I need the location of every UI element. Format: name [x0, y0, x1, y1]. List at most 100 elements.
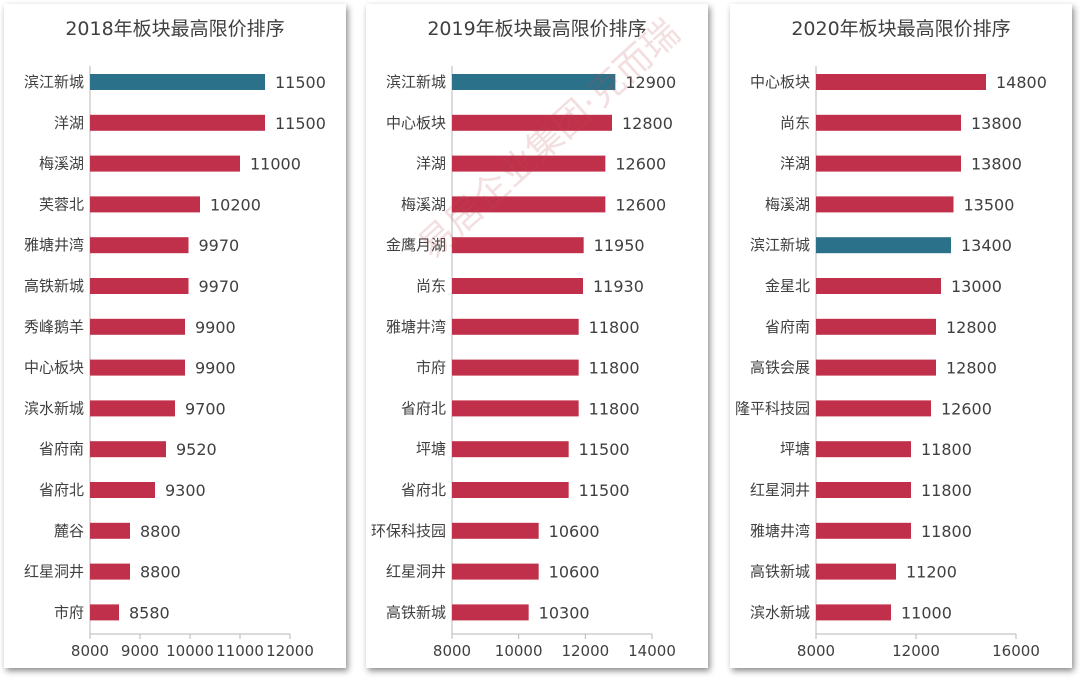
category-label: 雅塘井湾	[386, 318, 446, 336]
x-tick-label: 12000	[892, 642, 940, 660]
category-label: 省府北	[401, 399, 446, 417]
data-label: 11800	[921, 522, 972, 541]
chart-title: 2018年板块最高限价排序	[65, 18, 284, 40]
data-label: 10300	[539, 603, 590, 622]
data-label: 14800	[996, 73, 1047, 92]
data-label: 11500	[579, 481, 630, 500]
bar	[452, 278, 583, 294]
data-label: 9520	[176, 440, 217, 459]
bar	[90, 318, 185, 335]
data-label: 12800	[946, 359, 997, 378]
category-label: 隆平科技园	[735, 399, 810, 417]
bar	[816, 522, 911, 539]
data-label: 8580	[129, 603, 170, 622]
category-label: 金鹰月湖	[386, 236, 446, 254]
bar	[816, 74, 986, 90]
data-label: 12800	[622, 114, 673, 133]
data-label: 13400	[961, 236, 1012, 255]
data-label: 13000	[951, 277, 1002, 296]
x-tick-label: 10000	[166, 642, 214, 660]
category-label: 市府	[54, 603, 84, 621]
data-label: 13800	[971, 155, 1022, 174]
bar	[452, 482, 569, 498]
bar	[452, 196, 606, 213]
bar	[452, 441, 569, 458]
category-label: 滨江新城	[386, 73, 446, 91]
bar	[90, 522, 130, 539]
bar	[452, 563, 539, 580]
category-label: 洋湖	[416, 155, 446, 173]
bar	[816, 155, 961, 172]
category-label: 滨水新城	[24, 399, 84, 417]
data-label: 11800	[921, 440, 972, 459]
category-label: 红星洞井	[386, 563, 446, 581]
category-label: 中心板块	[24, 359, 84, 377]
chart-panel-2020: 2020年板块最高限价排序 中心板块 14800 尚东 13800 洋湖 13800 梅溪湖 1…	[730, 4, 1072, 668]
chart-title: 2019年板块最高限价排序	[427, 18, 646, 40]
bar	[90, 563, 130, 580]
bar	[90, 482, 155, 498]
bar	[90, 441, 166, 458]
category-label: 雅塘井湾	[24, 236, 84, 254]
bar	[452, 114, 612, 131]
bar	[816, 114, 961, 131]
category-label: 红星洞井	[24, 563, 84, 581]
x-tick-label: 12000	[266, 642, 314, 660]
category-label: 尚东	[416, 277, 446, 295]
bar	[816, 563, 896, 580]
category-label: 尚东	[780, 114, 810, 132]
category-label: 省府南	[39, 440, 84, 458]
x-tick-label: 14000	[628, 642, 676, 660]
bar	[816, 441, 911, 458]
bar	[816, 318, 936, 335]
category-label: 中心板块	[750, 73, 810, 91]
bar	[816, 400, 931, 417]
bar	[90, 400, 175, 417]
bar	[452, 604, 529, 621]
category-label: 坪塘	[780, 440, 810, 458]
category-label: 高铁新城	[386, 603, 446, 621]
bar	[816, 278, 941, 294]
category-label: 红星洞井	[750, 481, 810, 499]
data-label: 9300	[165, 481, 206, 500]
category-label: 省府南	[765, 318, 810, 336]
chart-panel-2018: 2018年板块最高限价排序 滨江新城 11500 洋湖 11500 梅溪湖 11000 芙蓉北…	[4, 4, 346, 668]
x-tick-label: 12000	[561, 642, 609, 660]
category-label: 梅溪湖	[39, 155, 84, 173]
category-label: 高铁新城	[750, 563, 810, 581]
data-label: 11500	[275, 114, 326, 133]
bar	[90, 604, 119, 621]
bar	[90, 237, 189, 254]
bar	[452, 318, 579, 335]
data-label: 9900	[195, 318, 236, 337]
category-label: 市府	[416, 359, 446, 377]
bar	[452, 400, 579, 417]
bar	[452, 237, 584, 254]
x-tick-label: 8000	[71, 642, 109, 660]
category-label: 滨水新城	[750, 603, 810, 621]
bar	[90, 278, 189, 294]
data-label: 12900	[625, 73, 676, 92]
data-label: 9900	[195, 359, 236, 378]
category-label: 中心板块	[386, 114, 446, 132]
bar	[452, 155, 606, 172]
data-label: 11800	[589, 399, 640, 418]
x-tick-label: 8000	[433, 642, 471, 660]
bar	[452, 74, 616, 90]
x-tick-label: 16000	[992, 642, 1040, 660]
bar	[90, 74, 265, 90]
category-label: 金星北	[765, 277, 810, 295]
bar	[816, 237, 951, 254]
data-label: 11000	[901, 603, 952, 622]
data-label: 10600	[549, 522, 600, 541]
data-label: 12600	[615, 155, 666, 174]
category-label: 洋湖	[54, 114, 84, 132]
category-label: 芙蓉北	[39, 195, 84, 213]
data-label: 9700	[185, 399, 226, 418]
category-label: 滨江新城	[24, 73, 84, 91]
data-label: 11200	[906, 563, 957, 582]
category-label: 省府北	[401, 481, 446, 499]
